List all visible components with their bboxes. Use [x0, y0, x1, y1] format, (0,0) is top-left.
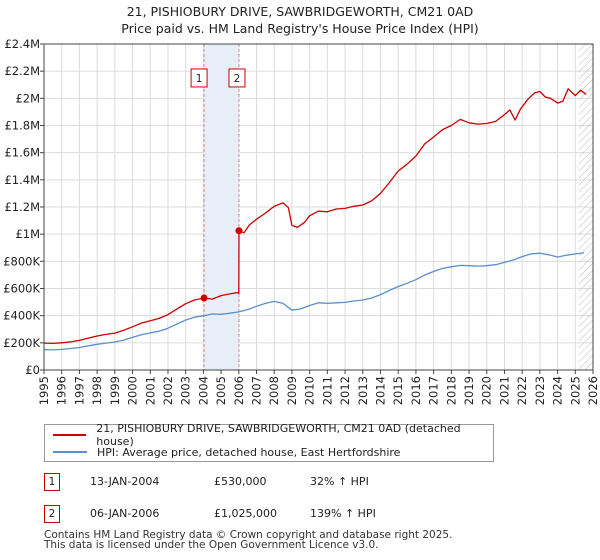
x-tick-label: 2010: [303, 376, 317, 405]
legend-swatch-hpi: [53, 451, 87, 453]
y-tick-label: £0: [25, 363, 40, 377]
transaction-date: 06-JAN-2006: [90, 507, 160, 520]
x-tick-label: 2011: [320, 376, 334, 405]
x-tick-label: 2019: [462, 376, 476, 405]
sale-badge-box: [228, 68, 246, 88]
legend-label-hpi: HPI: Average price, detached house, East…: [97, 445, 401, 459]
x-tick-label: 2016: [409, 376, 423, 405]
legend-label-property: 21, PISHIOBURY DRIVE, SAWBRIDGEWORTH, CM…: [96, 422, 461, 448]
x-tick-label: 1999: [108, 376, 122, 405]
x-tick-label: 2013: [356, 376, 370, 405]
x-tick-label: 2025: [568, 376, 582, 405]
x-tick-label: 2017: [427, 376, 441, 405]
sale-period-shade: [204, 44, 239, 370]
legend-item-property: 21, PISHIOBURY DRIVE, SAWBRIDGEWORTH, CM…: [53, 422, 493, 448]
y-tick-label: £2M: [15, 91, 40, 105]
y-tick-label: £800K: [3, 254, 40, 268]
transaction-price: £530,000: [214, 475, 267, 488]
x-tick-label: 2004: [196, 376, 210, 405]
transaction-badge: 2: [44, 505, 60, 523]
y-tick-label: £200K: [3, 336, 40, 350]
x-tick-label: 1997: [72, 376, 86, 405]
x-tick-label: 2006: [232, 376, 246, 405]
x-tick-label: 2014: [373, 376, 387, 405]
x-tick-label: 1995: [37, 376, 51, 405]
x-tick-label: 2023: [533, 376, 547, 405]
x-tick-label: 2022: [515, 376, 529, 405]
sale-badge-label: 2: [234, 73, 241, 85]
x-tick-label: 2024: [551, 376, 565, 405]
y-tick-label: £2.2M: [4, 64, 40, 78]
footer-line-1: Contains HM Land Registry data © Crown c…: [44, 529, 453, 541]
x-tick-label: 2007: [250, 376, 264, 405]
x-tick-label: 2008: [267, 376, 281, 405]
sale-badge: 2: [228, 68, 246, 88]
sale-badge: 1: [190, 68, 208, 88]
chart-title: 21, PISHIOBURY DRIVE, SAWBRIDGEWORTH, CM…: [0, 3, 600, 37]
sale-badge-box: [190, 68, 208, 88]
sale-point: [235, 227, 243, 235]
y-tick-label: £1.6M: [4, 146, 40, 160]
legend-item-hpi: HPI: Average price, detached house, East…: [53, 444, 400, 460]
x-tick-label: 2009: [285, 376, 299, 405]
transaction-hpi-change: 139% ↑ HPI: [310, 507, 376, 520]
price-chart: 1 2 £0 £200K £400K £600K £800K £1M £1.2M £1.4M £1…: [3, 37, 600, 405]
x-tick-label: 2002: [161, 376, 175, 405]
sale-badge-label: 1: [196, 73, 203, 85]
transaction-hpi-change: 32% ↑ HPI: [310, 475, 369, 488]
x-tick-label: 2000: [126, 376, 140, 405]
sale-point: [200, 294, 208, 302]
transaction-badge: 1: [44, 473, 60, 491]
chart-title-line-2: Price paid vs. HM Land Registry's House …: [121, 21, 479, 36]
x-tick-label: 2012: [338, 376, 352, 405]
y-tick-label: £2.4M: [4, 37, 40, 51]
footer-line-2: This data is licensed under the Open Gov…: [44, 539, 379, 551]
legend-swatch-property: [53, 434, 87, 436]
legend: 21, PISHIOBURY DRIVE, SAWBRIDGEWORTH, CM…: [44, 422, 494, 462]
y-tick-label: £600K: [3, 282, 40, 296]
transaction-price: £1,025,000: [214, 507, 277, 520]
x-tick-label: 1998: [90, 376, 104, 405]
y-tick-label: £1.8M: [4, 119, 40, 133]
x-tick-label: 2005: [214, 376, 228, 405]
x-tick-label: 1996: [55, 376, 69, 405]
x-tick-label: 2020: [480, 376, 494, 405]
x-tick-label: 2026: [586, 376, 600, 405]
chart-title-line-1: 21, PISHIOBURY DRIVE, SAWBRIDGEWORTH, CM…: [126, 4, 474, 19]
y-tick-label: £1M: [15, 227, 40, 241]
forecast-hatch: [578, 44, 593, 370]
footer-attribution: Contains HM Land Registry data © Crown c…: [44, 529, 453, 551]
x-tick-label: 2015: [391, 376, 405, 405]
y-tick-label: £400K: [3, 309, 40, 323]
transaction-date: 13-JAN-2004: [90, 475, 160, 488]
y-tick-label: £1.2M: [4, 200, 40, 214]
hpi-line: [43, 252, 585, 351]
x-tick-label: 2021: [497, 376, 511, 405]
x-tick-label: 2003: [179, 376, 193, 405]
x-tick-label: 2001: [143, 376, 157, 405]
x-tick-label: 2018: [444, 376, 458, 405]
y-tick-label: £1.4M: [4, 173, 40, 187]
property-price-line: [43, 88, 587, 345]
